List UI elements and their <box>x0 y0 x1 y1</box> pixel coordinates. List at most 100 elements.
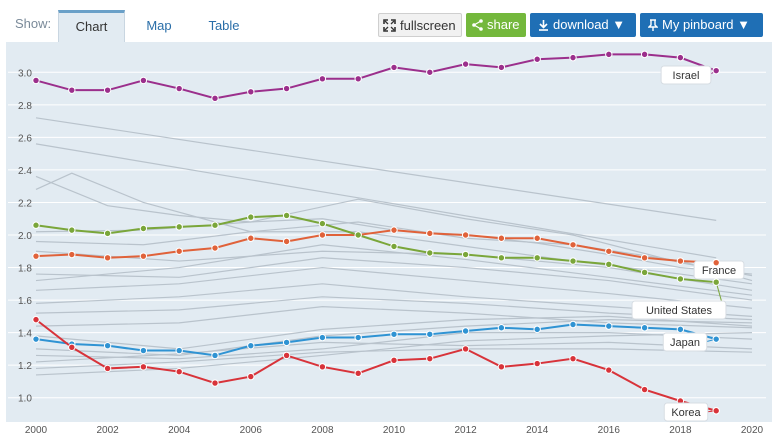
x-tick-label: 2012 <box>454 425 477 436</box>
background-series-line <box>35 305 753 329</box>
data-point <box>461 60 470 68</box>
data-point <box>247 234 255 242</box>
data-point <box>211 221 219 229</box>
data-point <box>354 369 362 378</box>
data-point <box>497 63 506 72</box>
data-point <box>533 234 541 242</box>
y-tick-label: 2.0 <box>18 231 32 242</box>
data-point <box>139 252 148 260</box>
data-point <box>175 247 183 255</box>
background-series-line <box>35 143 717 259</box>
series-line <box>35 323 717 357</box>
x-tick-label: 2010 <box>383 425 406 436</box>
data-point <box>533 325 541 334</box>
data-point <box>569 354 577 363</box>
data-point <box>569 241 577 249</box>
tab-table[interactable]: Table <box>208 18 240 33</box>
y-tick-label: 3.0 <box>18 68 32 79</box>
data-point <box>139 363 148 371</box>
show-label: Show: <box>15 16 52 31</box>
background-series-line <box>35 244 753 296</box>
data-point <box>569 320 577 329</box>
data-point <box>533 254 541 262</box>
y-tick-label: 1.8 <box>18 264 32 275</box>
data-point <box>390 226 398 234</box>
data-point <box>68 343 76 351</box>
data-point <box>497 254 506 262</box>
download-button[interactable]: download ▼ <box>530 13 636 37</box>
background-series-line <box>35 332 753 376</box>
data-point <box>318 363 327 371</box>
series-end-point <box>712 278 720 286</box>
series-label: Israel <box>673 70 700 82</box>
background-series-line <box>35 250 753 291</box>
series-label: United States <box>646 305 713 317</box>
data-point <box>68 86 76 94</box>
data-point <box>640 268 649 277</box>
tab-map[interactable]: Map <box>146 18 172 33</box>
data-point <box>426 68 434 76</box>
data-point <box>175 367 183 376</box>
series-label-box <box>631 300 727 320</box>
data-point <box>605 247 613 255</box>
data-point <box>103 254 112 262</box>
data-point <box>605 322 613 330</box>
data-point <box>640 254 649 262</box>
data-point <box>175 84 183 93</box>
data-point <box>282 237 291 246</box>
x-tick-label: 2008 <box>311 425 334 436</box>
y-tick-label: 1.2 <box>18 361 32 372</box>
series-label-box <box>660 65 712 85</box>
data-point <box>569 53 577 62</box>
data-point <box>247 213 255 221</box>
fullscreen-button[interactable]: fullscreen <box>378 13 462 37</box>
series-label: Korea <box>671 407 701 419</box>
background-series-line <box>35 257 753 301</box>
data-point <box>103 364 112 373</box>
series-end-point <box>712 258 720 267</box>
data-point <box>139 76 148 85</box>
data-point <box>533 55 541 63</box>
data-point <box>354 75 362 83</box>
x-tick-label: 2014 <box>526 425 549 436</box>
data-point <box>461 327 470 335</box>
x-tick-label: 2000 <box>25 425 48 436</box>
data-point <box>497 324 506 332</box>
data-point <box>461 231 470 239</box>
data-point <box>318 333 327 342</box>
data-point <box>318 219 327 228</box>
data-point <box>426 330 434 338</box>
pin-icon <box>647 17 662 32</box>
data-point <box>390 242 398 251</box>
data-point <box>390 356 398 364</box>
data-point <box>676 257 685 265</box>
data-point <box>211 94 219 103</box>
data-point <box>32 252 40 260</box>
data-point <box>497 234 506 242</box>
x-tick-label: 2016 <box>598 425 621 436</box>
series-label: Japan <box>670 337 700 349</box>
x-tick-label: 2002 <box>96 425 119 436</box>
data-point <box>103 229 112 238</box>
data-point <box>533 359 541 368</box>
background-series-line <box>35 117 717 221</box>
data-point <box>103 86 112 94</box>
x-tick-label: 2004 <box>168 425 191 436</box>
pinboard-label: My pinboard ▼ <box>662 17 751 32</box>
toolbar: Show: Chart Map Table fullscreen share d… <box>0 0 772 42</box>
data-point <box>676 53 685 62</box>
data-point <box>390 330 398 338</box>
share-button[interactable]: share <box>466 13 526 37</box>
series-line <box>35 214 717 284</box>
y-tick-label: 1.0 <box>18 394 32 405</box>
data-point <box>68 250 76 259</box>
tab-chart[interactable]: Chart <box>58 10 125 42</box>
background-series-line <box>35 332 753 360</box>
data-point <box>569 257 577 265</box>
pinboard-button[interactable]: My pinboard ▼ <box>640 13 763 37</box>
data-point <box>605 260 613 268</box>
series-label-box <box>662 332 708 352</box>
data-point <box>605 366 613 374</box>
y-tick-label: 1.4 <box>18 329 32 340</box>
x-tick-label: 2018 <box>669 425 692 436</box>
